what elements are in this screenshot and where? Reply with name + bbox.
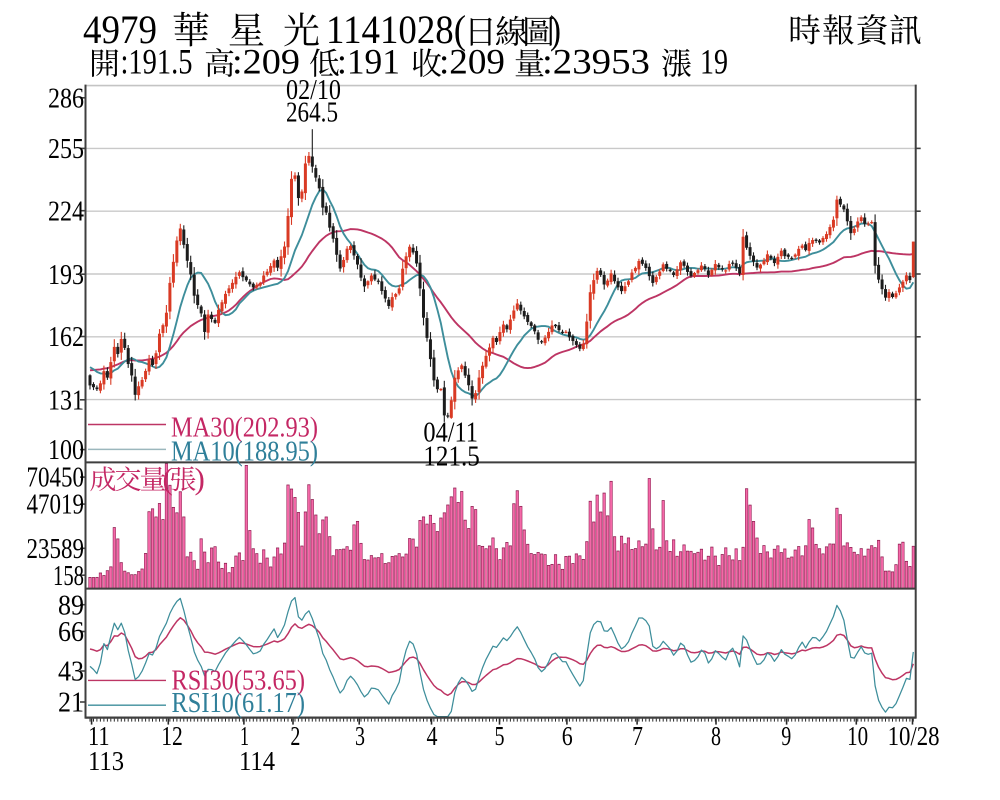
svg-text:1: 1: [240, 721, 249, 751]
svg-text::209: :209: [439, 42, 505, 82]
svg-text::23953: :23953: [542, 42, 650, 82]
svg-text:131: 131: [48, 384, 84, 416]
svg-text:8: 8: [711, 721, 721, 751]
svg-text:02/10: 02/10: [286, 74, 341, 106]
svg-text:RSI30(53.65): RSI30(53.65): [172, 665, 306, 697]
svg-text:RSI10(61.17): RSI10(61.17): [172, 687, 306, 719]
svg-text:10: 10: [847, 721, 868, 751]
svg-text:10/28: 10/28: [888, 721, 940, 751]
svg-text::209: :209: [232, 42, 300, 82]
svg-text:19: 19: [700, 42, 728, 82]
svg-text:113: 113: [88, 746, 124, 776]
svg-text:04/11: 04/11: [423, 417, 478, 449]
svg-text:255: 255: [48, 133, 84, 165]
svg-text:264.5: 264.5: [286, 97, 338, 129]
svg-text:): ): [195, 461, 205, 496]
svg-text:89: 89: [58, 589, 84, 621]
svg-text:114: 114: [239, 746, 275, 776]
svg-text:47019: 47019: [27, 489, 85, 521]
svg-text:100: 100: [48, 434, 84, 466]
svg-text:6: 6: [562, 721, 573, 751]
svg-text:MA10(188.95): MA10(188.95): [171, 436, 318, 468]
svg-text:2: 2: [290, 721, 300, 751]
svg-text:66: 66: [58, 616, 84, 648]
svg-text:286: 286: [48, 82, 84, 114]
svg-text:MA30(202.93): MA30(202.93): [171, 412, 318, 444]
svg-text:): ): [550, 7, 561, 52]
svg-text:193: 193: [48, 259, 84, 291]
svg-text:1141028(: 1141028(: [326, 7, 466, 52]
svg-text:5: 5: [495, 721, 505, 751]
svg-text:158: 158: [53, 560, 84, 592]
svg-text:4: 4: [427, 721, 438, 751]
svg-text:43: 43: [58, 656, 84, 688]
svg-text:162: 162: [48, 321, 84, 353]
svg-text:3: 3: [355, 721, 365, 751]
svg-text:7: 7: [632, 721, 643, 751]
svg-text:70450: 70450: [27, 462, 85, 494]
svg-text:(: (: [163, 461, 173, 496]
svg-text:21: 21: [58, 687, 84, 719]
svg-text:23589: 23589: [27, 533, 85, 565]
svg-text:121.5: 121.5: [423, 441, 479, 473]
svg-text:224: 224: [48, 195, 84, 227]
svg-text::191: :191: [337, 42, 400, 82]
svg-text:11: 11: [88, 721, 110, 751]
svg-text::191.5: :191.5: [121, 42, 193, 82]
svg-text:12: 12: [161, 721, 183, 751]
svg-text:9: 9: [781, 721, 791, 751]
svg-text:4979: 4979: [83, 7, 157, 52]
